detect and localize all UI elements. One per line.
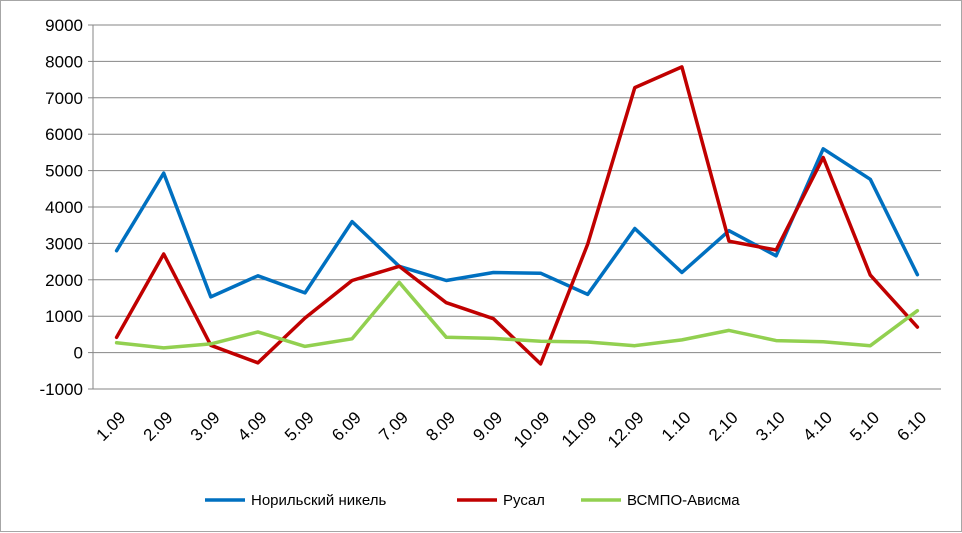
x-tick-label: 12.09	[604, 408, 648, 452]
legend-label: Норильский никель	[251, 492, 386, 509]
y-tick-label: 6000	[45, 125, 83, 144]
y-tick-label: 8000	[45, 52, 83, 71]
x-tick-label: 5.10	[846, 408, 883, 445]
x-axis-ticks: 1.09 2.09 3.09 4.09 5.09 6.09 7.09 8.09 9.09 10.0…	[93, 408, 931, 452]
x-tick-label: 8.09	[422, 408, 459, 445]
x-tick-label: 3.10	[752, 408, 789, 445]
y-axis-ticks: -1000 0 1000 2000 3000 4000 5000 6000 7000 8000 90…	[40, 16, 93, 399]
series-lines	[114, 65, 920, 366]
y-tick-label: -1000	[40, 380, 83, 399]
x-tick-label: 2.09	[140, 408, 177, 445]
y-tick-label: 7000	[45, 89, 83, 108]
x-tick-label: 2.10	[705, 408, 742, 445]
x-tick-label: 10.09	[510, 408, 554, 452]
x-tick-label: 6.09	[328, 408, 365, 445]
y-tick-label: 1000	[45, 307, 83, 326]
x-tick-label: 6.10	[893, 408, 930, 445]
series-line-2	[114, 280, 920, 350]
x-tick-label: 1.09	[93, 408, 130, 445]
legend-label: Русал	[503, 492, 545, 509]
x-tick-label: 1.10	[658, 408, 695, 445]
x-tick-label: 3.09	[187, 408, 224, 445]
y-tick-label: 5000	[45, 162, 83, 181]
x-tick-label: 4.09	[234, 408, 271, 445]
series-line-1	[114, 65, 920, 366]
y-tick-label: 3000	[45, 234, 83, 253]
x-tick-label: 5.09	[281, 408, 318, 445]
y-tick-label: 4000	[45, 198, 83, 217]
x-tick-label: 9.09	[469, 408, 506, 445]
x-tick-label: 7.09	[375, 408, 412, 445]
x-tick-label: 4.10	[799, 408, 836, 445]
y-tick-label: 9000	[45, 16, 83, 35]
legend: Норильский никель Русал ВСМПО-Ависма	[205, 492, 740, 509]
y-tick-label: 2000	[45, 271, 83, 290]
legend-label: ВСМПО-Ависма	[627, 492, 740, 509]
y-tick-label: 0	[74, 344, 83, 363]
x-tick-label: 11.09	[558, 408, 601, 451]
gridlines	[93, 24, 941, 390]
